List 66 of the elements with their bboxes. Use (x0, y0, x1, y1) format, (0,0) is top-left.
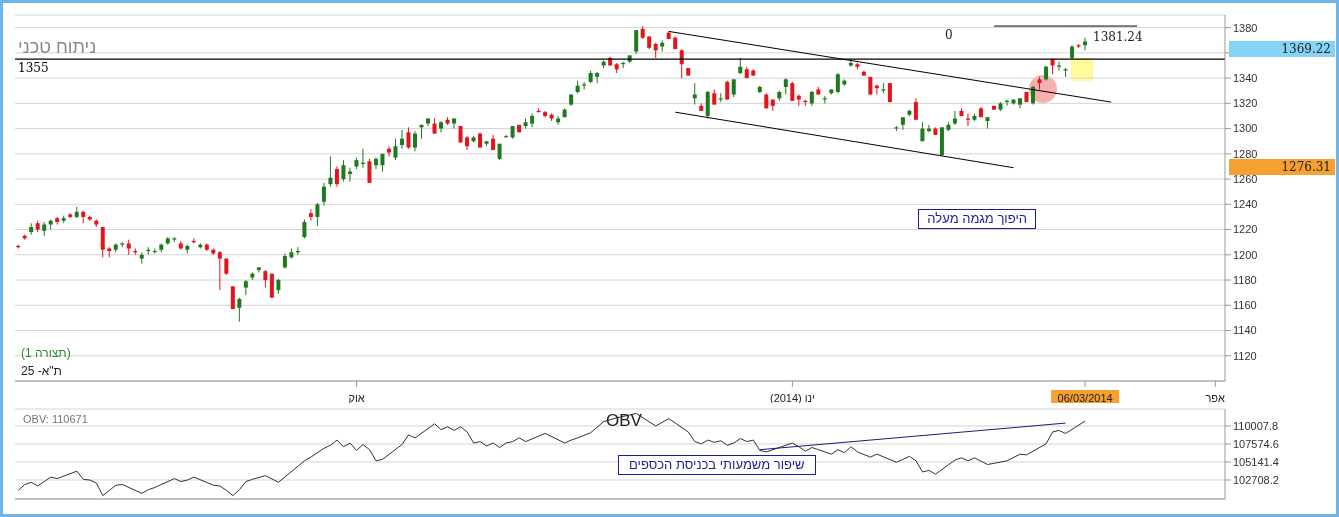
candlestick (913, 97, 918, 121)
candlestick (347, 167, 352, 183)
chart-title: OBV (606, 411, 642, 431)
y-tick-label: 1180 (1233, 273, 1257, 286)
candlestick (835, 72, 840, 94)
text: ניתוח טכני (18, 37, 97, 58)
candlestick (217, 250, 222, 291)
candlestick (399, 129, 404, 150)
candlestick (100, 226, 105, 258)
candlestick (334, 165, 339, 188)
candlestick (308, 208, 313, 222)
candlestick (679, 48, 684, 79)
y-tick-label: 1160 (1233, 299, 1257, 312)
y-tick-label: 1200 (1233, 248, 1258, 261)
y-tick-label: 1320 (1233, 97, 1258, 110)
candlestick (965, 112, 970, 127)
y-tick-label: 1140 (1233, 324, 1257, 337)
annotation: היפוך מגמה מעלה (918, 209, 1036, 229)
annotation: ת"א- 25 (21, 363, 62, 379)
y-tick-label: 1260 (1233, 172, 1258, 185)
y-tick-label: 1240 (1233, 198, 1258, 211)
candlestick (315, 202, 320, 227)
candlestick (634, 29, 639, 55)
line-series (17, 412, 1086, 497)
candlestick (328, 155, 333, 188)
candlestick (406, 126, 411, 150)
candlestick (582, 81, 587, 90)
annotation: OBV: 110671 (23, 412, 88, 427)
candlestick (243, 279, 248, 296)
candlestick (952, 110, 957, 126)
annotation: (תצורה 1) (21, 345, 71, 361)
y-tick-label: 1300 (1233, 122, 1258, 135)
y-tick-label: 107574.6 (1233, 437, 1279, 450)
y-tick-label: 102708.2 (1233, 473, 1279, 486)
candlestick (413, 130, 417, 152)
y-tick-label: 1220 (1233, 223, 1258, 236)
y-tick-label: 105141.4 (1233, 455, 1279, 468)
candlestick (725, 80, 730, 101)
candlestick (321, 182, 326, 207)
candlestick (237, 297, 242, 323)
candlestick (367, 158, 372, 184)
y-tick-label: 1120 (1233, 349, 1257, 362)
text: 1276.31 (1281, 160, 1331, 174)
x-tick-label: 06/03/2014 (1057, 392, 1113, 404)
candlestick (373, 157, 378, 170)
candlestick (1057, 61, 1062, 72)
x-tick-label: אפר (1205, 392, 1226, 404)
ref-line-label: 1355 (18, 61, 49, 76)
annotation: 0 (945, 27, 953, 43)
candlestick (595, 71, 600, 84)
candlestick (341, 159, 346, 183)
y-tick-label: 1340 (1233, 72, 1258, 85)
candlestick (386, 145, 391, 157)
annotation: שיפור משמעותי בכניסת הכספים (618, 455, 816, 475)
candlestick (1031, 85, 1036, 106)
text: 1369.22 (1229, 41, 1335, 57)
candlestick (302, 218, 307, 239)
candlestick (393, 138, 398, 161)
candlestick (705, 90, 710, 119)
candlestick (452, 117, 457, 130)
y-tick-label: 1280 (1233, 147, 1258, 160)
annotation: 1381.24 (1093, 29, 1143, 45)
candlestick (790, 81, 795, 102)
y-tick-label: 110007.8 (1233, 419, 1279, 432)
candlestick (556, 115, 561, 126)
y-tick-label: 1380 (1233, 21, 1258, 34)
